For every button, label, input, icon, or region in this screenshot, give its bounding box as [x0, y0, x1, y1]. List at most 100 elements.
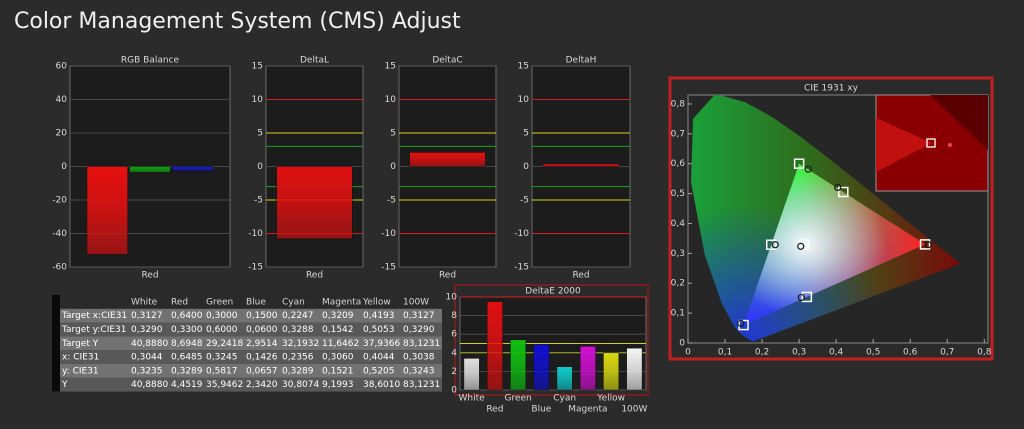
y-tick-label: 0,7: [671, 129, 685, 139]
deltae-panel: [454, 284, 649, 396]
table-cell: 0,5817: [206, 366, 238, 376]
y-tick-label: 10: [385, 95, 397, 105]
x-tick-label: Red: [486, 405, 503, 415]
table-cell: 0,0657: [246, 366, 278, 376]
bar: [626, 347, 643, 391]
table-cell: 0,6485: [171, 353, 203, 363]
table-header: Red: [171, 297, 188, 307]
x-tick-label: 0,2: [755, 348, 769, 358]
table-header: Blue: [246, 297, 266, 307]
table-row-label: Target x:CIE31: [61, 311, 127, 321]
target-marker: [919, 239, 931, 250]
table-cell: 0,1500: [246, 311, 278, 321]
x-tick-label: Red: [306, 271, 323, 281]
inset-target: [926, 138, 936, 148]
inset-measured: [948, 143, 952, 147]
y-tick-label: 0,3: [671, 249, 685, 259]
y-tick-label: 6: [451, 330, 457, 340]
table-cell: 40,8880: [131, 339, 168, 349]
y-tick-label: -60: [52, 263, 67, 273]
table-cell: 0,3044: [131, 353, 163, 363]
target-marker: [738, 319, 749, 331]
table-cell: 40,8880: [131, 380, 168, 390]
table-cell: 0,3060: [322, 353, 354, 363]
table-cell: 37,9366: [363, 339, 400, 349]
x-tick-label: Red: [141, 271, 158, 281]
y-tick-label: 0: [257, 162, 263, 172]
chart-title: DeltaE 2000: [525, 287, 581, 297]
measured-marker: [797, 293, 805, 302]
y-tick-label: 4: [451, 348, 457, 358]
y-tick-label: 5: [523, 129, 529, 139]
table-cell: 0,5053: [363, 325, 395, 335]
y-tick-label: -10: [514, 229, 529, 239]
table-cell: 83,1231: [403, 339, 440, 349]
table-cell: 0,3000: [206, 311, 238, 321]
x-tick-label: Magenta: [568, 405, 607, 415]
table-header: Cyan: [282, 297, 305, 307]
x-tick-label: 0,5: [866, 348, 880, 358]
y-tick-label: 0: [61, 162, 67, 172]
table-cell: 32,1932: [282, 339, 319, 349]
table-cell: 0,3289: [282, 366, 314, 376]
bar: [409, 152, 486, 167]
table-cell: 0,3288: [282, 325, 314, 335]
bar: [86, 166, 128, 255]
y-tick-label: 10: [518, 95, 530, 105]
bar: [533, 344, 550, 391]
table-cell: 83,1231: [403, 380, 440, 390]
table-cell: 0,6400: [171, 311, 203, 321]
x-tick-label: Green: [504, 394, 531, 404]
table-cell: 0,6000: [206, 325, 238, 335]
x-tick-label: 0,4: [829, 348, 844, 358]
y-tick-label: 0,4: [671, 219, 686, 229]
table-cell: 0,3038: [403, 353, 435, 363]
table-cell: 0,3289: [171, 366, 203, 376]
x-tick-label: Cyan: [553, 394, 576, 404]
y-tick-label: 2: [451, 367, 457, 377]
x-tick-label: 0: [685, 348, 691, 358]
table-cell: 0,2247: [282, 311, 314, 321]
y-tick-label: -10: [248, 229, 263, 239]
table-header: Yellow: [362, 297, 391, 307]
y-tick-label: 0: [523, 162, 529, 172]
table-cell: 0,3209: [322, 311, 354, 321]
y-tick-label: 0,5: [671, 189, 685, 199]
y-tick-label: -20: [52, 196, 67, 206]
table-cell: 0,3127: [131, 311, 163, 321]
table-row-bg: [52, 308, 442, 323]
y-tick-label: 8: [451, 311, 457, 321]
bar: [603, 352, 620, 391]
table-cell: 0,1542: [322, 325, 354, 335]
table-cell: 38,6010: [363, 380, 400, 390]
table-cell: 0,3127: [403, 311, 435, 321]
table-cell: 4,4519: [171, 380, 203, 390]
bar: [129, 166, 171, 173]
chart-title: CIE 1931 xy: [804, 84, 859, 94]
table-row-label: x: CIE31: [62, 353, 99, 363]
x-tick-label: Blue: [531, 405, 551, 415]
bar: [276, 166, 353, 240]
table-header: 100W: [403, 297, 429, 307]
target-marker: [765, 239, 777, 251]
chart-title: DeltaC: [432, 56, 462, 66]
y-tick-label: 0,6: [671, 159, 686, 169]
y-tick-label: 5: [257, 129, 263, 139]
table-stripe: [52, 295, 60, 392]
x-tick-label: Red: [572, 271, 589, 281]
y-tick-label: 40: [56, 95, 68, 105]
gamut-triangle: [743, 163, 926, 326]
x-tick-label: 0,3: [792, 348, 806, 358]
y-tick-label: 10: [446, 293, 458, 303]
table-cell: 0,1426: [246, 353, 278, 363]
y-tick-label: 0,1: [671, 309, 685, 319]
table-header-bg: [52, 295, 442, 309]
table-row-label: Target Y: [61, 339, 99, 349]
table-cell: 0,0600: [246, 325, 278, 335]
table-cell: 0,3235: [131, 366, 163, 376]
target-marker: [798, 239, 810, 250]
table-cell: 0,4044: [363, 353, 395, 363]
bar: [556, 366, 573, 391]
measured-marker: [834, 183, 842, 192]
